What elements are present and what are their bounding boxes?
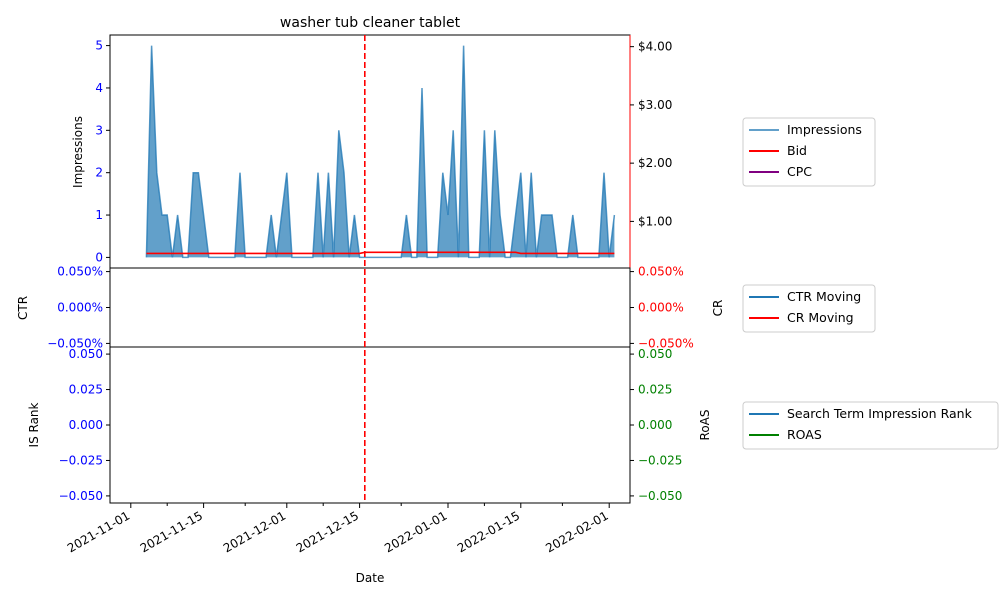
rank-roas-legend: Search Term Impression Rank ROAS bbox=[742, 401, 999, 450]
is-rank-tick-label: 0.050 bbox=[69, 347, 103, 361]
date-tick-label: 2021-12-15 bbox=[294, 508, 361, 555]
impressions-panel: 0 1 2 3 4 5 $1.00 $2.00 $3.00 $4.00 Impressions bbox=[71, 34, 672, 269]
impressions-tick-label: 5 bbox=[95, 39, 103, 53]
bid-tick-label: $1.00 bbox=[638, 214, 672, 228]
roas-right-ticks: 0.050 0.025 0.000 −0.025 −0.050 bbox=[630, 347, 682, 503]
date-tick-label: 2021-11-15 bbox=[138, 508, 205, 555]
ctr-tick-label: −0.050% bbox=[47, 336, 103, 350]
impressions-area bbox=[146, 45, 615, 258]
roas-axis-label: RoAS bbox=[698, 410, 712, 441]
is-rank-tick-label: −0.050 bbox=[59, 489, 103, 503]
impressions-series-line bbox=[145, 45, 616, 259]
bid-series-line bbox=[146, 251, 615, 255]
roas-tick-label: 0.000 bbox=[638, 418, 672, 432]
rank-roas-panel-frame bbox=[109, 346, 631, 504]
is-rank-left-ticks: 0.050 0.025 0.000 −0.025 −0.050 bbox=[59, 347, 110, 503]
ctr-cr-panel: 0.050%0.000%−0.050% 0.050%0.000%−0.050% … bbox=[16, 265, 725, 351]
ctr-axis-label: CTR bbox=[16, 296, 30, 320]
ctr-left-ticks: 0.050% 0.000% −0.050% bbox=[47, 265, 110, 350]
ctr-cr-legend: CTR Moving CR Moving bbox=[742, 284, 876, 333]
ctr-tick-label: 0.050% bbox=[57, 265, 103, 279]
legend-label: ROAS bbox=[787, 427, 822, 442]
impressions-tick-label: 4 bbox=[95, 81, 103, 95]
cr-tick-label: −0.050% bbox=[638, 336, 694, 350]
date-tick-label: 2022-01-15 bbox=[455, 508, 522, 555]
is-rank-tick-label: 0.000 bbox=[69, 418, 103, 432]
roas-tick-label: −0.025 bbox=[638, 453, 682, 467]
bid-tick-label: $2.00 bbox=[638, 156, 672, 170]
cr-right-ticks: 0.050% 0.000% −0.050% bbox=[630, 265, 694, 350]
is-rank-tick-label: −0.025 bbox=[59, 453, 103, 467]
roas-tick-label: 0.050 bbox=[638, 347, 672, 361]
legend-label: Bid bbox=[787, 143, 807, 158]
legend-label: CPC bbox=[787, 164, 812, 179]
impressions-tick-label: 3 bbox=[95, 123, 103, 137]
cr-tick-label: 0.000% bbox=[638, 301, 684, 315]
legend-label: CR Moving bbox=[787, 310, 854, 325]
legend-label: CTR Moving bbox=[787, 289, 861, 304]
is-rank-tick-label: 0.025 bbox=[69, 383, 103, 397]
ctr-tick-label: 0.000% bbox=[57, 301, 103, 315]
legends: Impressions Bid CPC CTR Moving CR Moving Sear… bbox=[742, 117, 999, 450]
bid-tick-label: $4.00 bbox=[638, 40, 672, 54]
bid-right-ticks: $1.00 $2.00 $3.00 $4.00 bbox=[630, 40, 672, 228]
date-tick-label: 2022-02-01 bbox=[543, 508, 610, 555]
impressions-legend: Impressions Bid CPC bbox=[742, 117, 876, 187]
legend-frame bbox=[742, 117, 876, 187]
chart-title: washer tub cleaner tablet bbox=[280, 15, 461, 31]
legend-frame bbox=[742, 401, 999, 450]
cr-tick-label: 0.050% bbox=[638, 265, 684, 279]
bid-line-layer bbox=[146, 251, 615, 255]
roas-tick-label: −0.050 bbox=[638, 489, 682, 503]
roas-tick-label: 0.025 bbox=[638, 383, 672, 397]
cr-axis-label: CR bbox=[711, 300, 725, 317]
date-axis-label: Date bbox=[356, 571, 385, 585]
ctr-cr-panel-frame bbox=[109, 267, 631, 348]
date-axis-ticks: 2021-11-01 2021-11-15 2021-12-01 2021-12-15… bbox=[65, 503, 611, 555]
impressions-tick-label: 2 bbox=[95, 166, 103, 180]
impressions-left-ticks: 0 1 2 3 4 5 bbox=[95, 39, 110, 264]
impressions-area-layer bbox=[145, 45, 616, 259]
impressions-tick-label: 1 bbox=[95, 208, 103, 222]
is-rank-axis-label: IS Rank bbox=[27, 402, 41, 447]
impressions-tick-label: 0 bbox=[95, 250, 103, 264]
legend-label: Impressions bbox=[787, 122, 862, 137]
legend-label: Search Term Impression Rank bbox=[787, 406, 973, 421]
date-tick-label: 2022-01-01 bbox=[382, 508, 449, 555]
bid-tick-label: $3.00 bbox=[638, 98, 672, 112]
impressions-axis-label: Impressions bbox=[71, 116, 85, 188]
date-tick-label: 2021-11-01 bbox=[65, 508, 132, 555]
date-tick-label: 2021-12-01 bbox=[221, 508, 288, 555]
